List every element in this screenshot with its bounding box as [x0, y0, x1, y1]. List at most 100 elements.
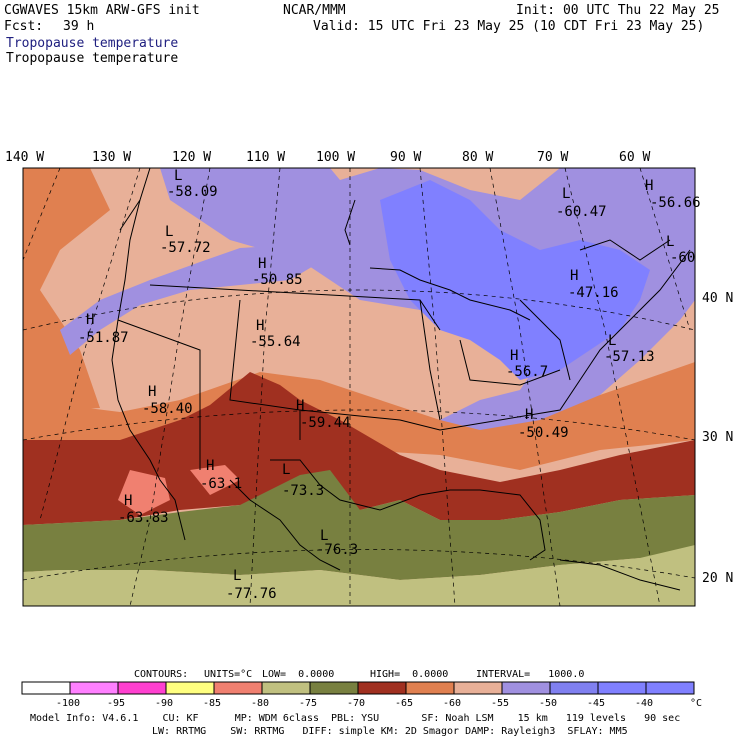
colorbar-swatch — [117, 681, 167, 695]
shade-45-40 — [380, 180, 650, 380]
colorbar-swatch — [549, 681, 599, 695]
colorbar-swatch — [357, 681, 407, 695]
colorbar-tick: -100 — [56, 698, 80, 709]
extremum-marker: L — [320, 528, 328, 544]
shade-75-70 — [23, 470, 695, 580]
forecast-label: Fcst: — [4, 19, 44, 34]
extremum-marker: L — [562, 186, 570, 202]
extremum-marker: L — [233, 568, 241, 584]
extremum-marker: H — [256, 318, 264, 334]
colorbar-swatch — [453, 681, 503, 695]
contours-high: HIGH= 0.0000 — [370, 669, 449, 680]
extremum-value: -60 — [670, 250, 695, 266]
extremum-marker: L — [666, 234, 674, 250]
shade-55-50 — [23, 168, 695, 430]
colorbar-tick: -70 — [347, 698, 365, 709]
organization-label: NCAR/MMM — [283, 3, 346, 18]
extremum-marker: L — [174, 168, 182, 184]
colorbar-tick: -85 — [203, 698, 221, 709]
valid-time: Valid: 15 UTC Fri 23 May 25 (10 CDT Fri … — [313, 19, 705, 34]
lat-label: 20 N — [702, 571, 733, 586]
coastlines — [111, 168, 691, 591]
shade-65-60 — [23, 168, 110, 410]
colorbar-tick: -65 — [395, 698, 413, 709]
model-info-line1: Model Info: V4.6.1 CU: KF MP: WDM 6class… — [30, 713, 681, 724]
colorbar-tick: -45 — [587, 698, 605, 709]
init-time: Init: 00 UTC Thu 22 May 25 — [516, 3, 720, 18]
lon-label: 120 W — [172, 150, 211, 165]
colorbar-tick: -80 — [251, 698, 269, 709]
extremum-value: -55.64 — [250, 334, 301, 350]
colorbar-swatch — [405, 681, 455, 695]
contours-units: UNITS=°C — [204, 669, 253, 680]
graticule — [23, 168, 695, 606]
colorbar-swatch — [165, 681, 215, 695]
shade-80-75 — [23, 545, 695, 606]
contours-interval: INTERVAL= 1000.0 — [476, 669, 585, 680]
extremum-value: -56.66 — [650, 195, 701, 211]
shade-85-80 — [190, 465, 240, 495]
colorbar-swatch — [69, 681, 119, 695]
lon-label: 140 W — [5, 150, 44, 165]
colorbar-unit: °C — [690, 698, 702, 709]
lat-label: 30 N — [702, 430, 733, 445]
extrema-labels: L -58.09 L -57.72 H -50.85 H -51.87 H -5… — [78, 168, 701, 602]
extremum-value: -60.47 — [556, 204, 607, 220]
shade-70-65 — [23, 372, 695, 525]
extremum-marker: H — [510, 348, 518, 364]
lon-label: 130 W — [92, 150, 131, 165]
colorbar-tick: -90 — [155, 698, 173, 709]
lon-label: 90 W — [390, 150, 421, 165]
extremum-marker: H — [296, 398, 304, 414]
lon-label: 60 W — [619, 150, 650, 165]
extremum-value: -47.16 — [568, 285, 619, 301]
lon-label: 70 W — [537, 150, 568, 165]
extremum-value: -58.40 — [142, 401, 193, 417]
contours-title: CONTOURS: — [134, 669, 189, 680]
temperature-shading — [23, 168, 695, 606]
lon-label: 110 W — [246, 150, 285, 165]
contours-low: LOW= 0.0000 — [262, 669, 335, 680]
extremum-marker: H — [86, 312, 94, 328]
lat-label: 40 N — [702, 291, 733, 306]
colorbar-tick: -55 — [491, 698, 509, 709]
extremum-marker: H — [124, 493, 132, 509]
extremum-marker: H — [206, 458, 214, 474]
colorbar-tick: -40 — [635, 698, 653, 709]
extremum-marker: L — [608, 333, 616, 349]
extremum-value: -73.3 — [282, 483, 324, 499]
colorbar-tick: -75 — [299, 698, 317, 709]
shade-55-50 — [230, 168, 310, 205]
extremum-marker: H — [148, 384, 156, 400]
extremum-marker: H — [258, 256, 266, 272]
extremum-value: -63.1 — [200, 476, 242, 492]
extremum-value: -58.09 — [167, 184, 218, 200]
colorbar-swatch — [261, 681, 311, 695]
lon-label: 80 W — [462, 150, 493, 165]
colorbar-ticks: -100 -95 -90 -85 -80 -75 -70 -65 -60 -55… — [56, 698, 702, 709]
colorbar — [21, 681, 695, 695]
colorbar-swatch — [213, 681, 263, 695]
colorbar-tick: -60 — [443, 698, 461, 709]
extremum-marker: L — [165, 224, 173, 240]
field-title-plain: Tropopause temperature — [6, 51, 179, 66]
extremum-marker: H — [570, 268, 578, 284]
extremum-value: -56.7 — [506, 364, 548, 380]
lon-label: 100 W — [316, 150, 355, 165]
extremum-value: -51.87 — [78, 330, 129, 346]
extremum-value: -59.44 — [300, 415, 351, 431]
extremum-value: -77.76 — [226, 586, 277, 602]
colorbar-swatch — [309, 681, 359, 695]
colorbar-swatch — [21, 681, 71, 695]
forecast-hour: 39 h — [63, 19, 95, 34]
extremum-value: -63.83 — [118, 510, 169, 526]
field-title-colored: Tropopause temperature — [6, 36, 179, 51]
extremum-marker: H — [645, 178, 653, 194]
colorbar-swatch — [645, 681, 695, 695]
extremum-value: -57.13 — [604, 349, 655, 365]
colorbar-swatch — [597, 681, 647, 695]
colorbar-swatch — [501, 681, 551, 695]
map-frame — [22, 167, 696, 607]
model-title: CGWAVES 15km ARW-GFS init — [4, 3, 200, 18]
